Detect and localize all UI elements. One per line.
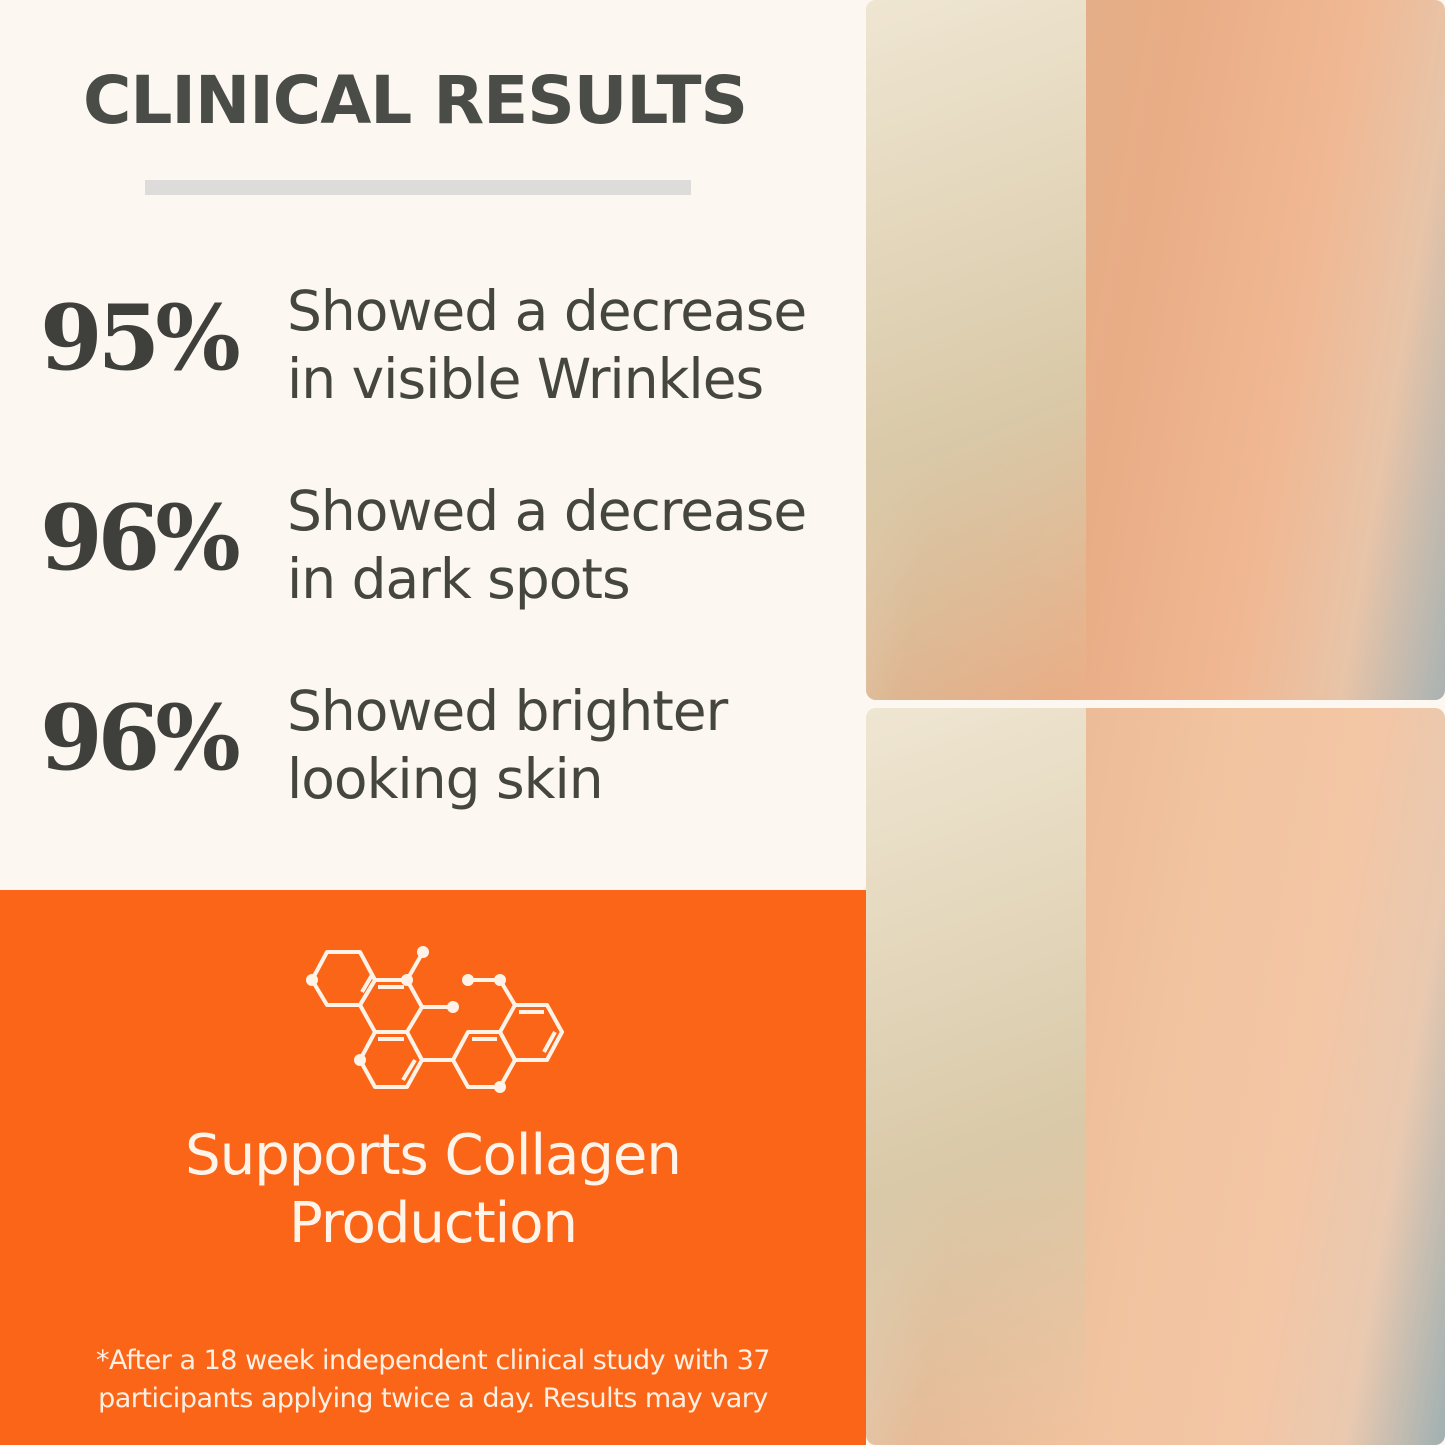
before-photo bbox=[866, 0, 1445, 700]
stat-description: Showed brighter looking skin bbox=[287, 677, 728, 813]
page-title: CLINICAL RESULTS bbox=[82, 62, 748, 139]
results-panel: CLINICAL RESULTS 95% Showed a decrease in… bbox=[0, 0, 866, 890]
molecule-icon bbox=[306, 946, 564, 1093]
divider bbox=[145, 180, 691, 195]
desc-line: Showed a decrease bbox=[287, 279, 807, 343]
footnote-line: *After a 18 week independent clinical st… bbox=[96, 1345, 770, 1376]
stat-value: 95% bbox=[40, 285, 241, 391]
desc-line: in visible Wrinkles bbox=[287, 347, 764, 411]
desc-line: looking skin bbox=[287, 747, 604, 811]
feature-panel bbox=[0, 890, 866, 1445]
footnote: *After a 18 week independent clinical st… bbox=[0, 1342, 866, 1418]
stat-brightness: 96% Showed brighter looking skin bbox=[40, 679, 840, 825]
feature-label: Supports Collagen Production bbox=[0, 1122, 866, 1258]
stat-description: Showed a decrease in visible Wrinkles bbox=[287, 277, 807, 413]
stat-dark-spots: 96% Showed a decrease in dark spots bbox=[40, 479, 840, 625]
desc-line: Showed a decrease bbox=[287, 479, 807, 543]
desc-line: in dark spots bbox=[287, 547, 631, 611]
feature-line: Supports Collagen bbox=[185, 1123, 682, 1188]
after-photo bbox=[866, 708, 1445, 1445]
stat-description: Showed a decrease in dark spots bbox=[287, 477, 807, 613]
hair-region bbox=[866, 0, 1086, 700]
feature-line: Production bbox=[289, 1191, 578, 1256]
stat-wrinkles: 95% Showed a decrease in visible Wrinkles bbox=[40, 279, 840, 425]
desc-line: Showed brighter bbox=[287, 679, 728, 743]
footnote-line: participants applying twice a day. Resul… bbox=[98, 1383, 768, 1414]
hair-region bbox=[866, 708, 1086, 1445]
stat-value: 96% bbox=[40, 485, 241, 591]
stat-value: 96% bbox=[40, 685, 241, 791]
